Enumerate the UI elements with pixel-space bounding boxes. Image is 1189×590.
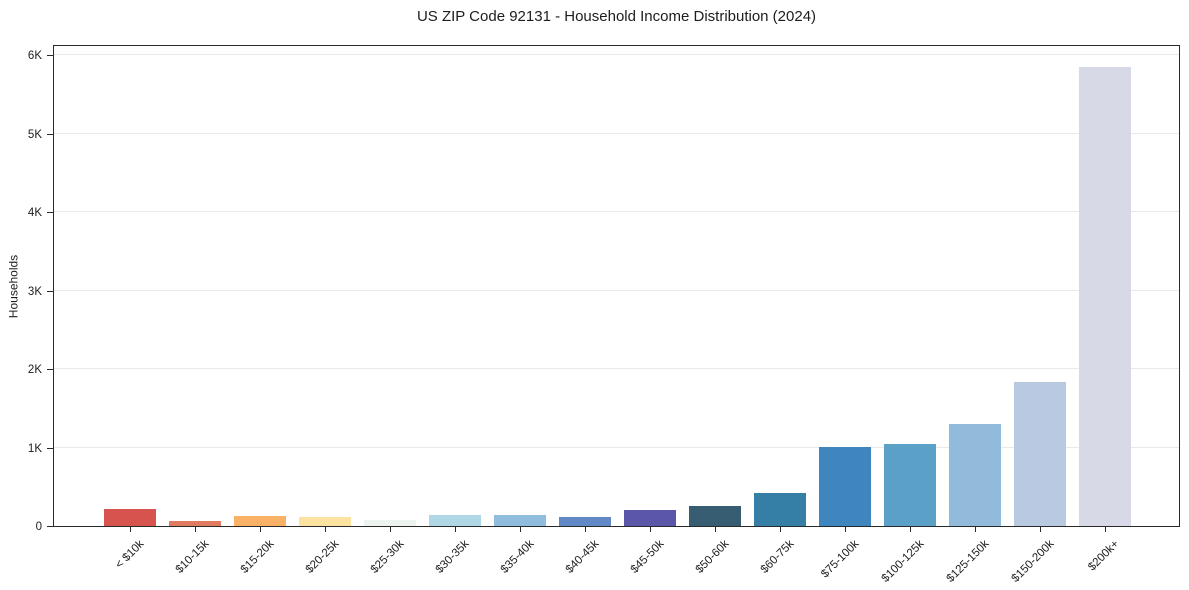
chart-title: US ZIP Code 92131 - Household Income Dis… bbox=[416, 8, 817, 25]
y-tick-mark bbox=[47, 447, 53, 449]
bar-< $10k bbox=[104, 509, 156, 526]
x-tick-mark bbox=[585, 527, 586, 532]
x-tick-mark bbox=[845, 527, 846, 532]
x-tick-mark bbox=[910, 527, 911, 532]
x-tick-mark bbox=[325, 527, 326, 532]
x-tick-mark bbox=[1105, 527, 1106, 532]
x-tick-mark bbox=[130, 527, 131, 532]
bar-$125-150k bbox=[949, 424, 1001, 526]
x-tick-mark bbox=[780, 527, 781, 532]
bar-$40-45k bbox=[559, 517, 611, 526]
x-tick-mark bbox=[390, 527, 391, 532]
gridline-1000 bbox=[54, 446, 1179, 448]
y-tick-label: 4K bbox=[27, 207, 42, 219]
gridline-2000 bbox=[54, 368, 1179, 369]
x-tick-mark bbox=[975, 527, 976, 532]
bar-$15-20k bbox=[234, 516, 286, 526]
x-tick-label: < $10k bbox=[113, 538, 147, 572]
bar-$50-60k bbox=[689, 506, 741, 526]
y-tick-mark bbox=[47, 290, 53, 292]
x-tick-mark bbox=[1040, 527, 1041, 532]
y-tick-mark bbox=[47, 212, 53, 213]
y-tick-label: 0 bbox=[35, 521, 42, 533]
y-tick-mark bbox=[47, 133, 53, 135]
bar-$35-40k bbox=[494, 515, 546, 526]
y-tick-label: 1K bbox=[27, 442, 42, 455]
y-tick-mark bbox=[47, 526, 53, 527]
bar-$100-125k bbox=[884, 444, 936, 526]
gridline-6000 bbox=[54, 54, 1179, 55]
gridline-3000 bbox=[54, 289, 1179, 291]
y-tick-label: 6K bbox=[27, 50, 42, 62]
bar-$200k+ bbox=[1079, 67, 1131, 526]
x-tick-mark bbox=[195, 527, 196, 532]
bar-$75-100k bbox=[819, 447, 871, 526]
plot-area bbox=[53, 45, 1180, 527]
y-tick-mark bbox=[47, 55, 53, 56]
bar-$30-35k bbox=[429, 515, 481, 526]
y-tick-mark bbox=[47, 369, 53, 370]
x-tick-mark bbox=[715, 527, 716, 532]
x-tick-mark bbox=[455, 527, 456, 532]
bar-$10-15k bbox=[169, 521, 221, 526]
bar-$45-50k bbox=[624, 510, 676, 526]
y-tick-label: 2K bbox=[27, 364, 42, 376]
gridline-4000 bbox=[54, 211, 1179, 212]
x-tick-mark bbox=[650, 527, 651, 532]
y-tick-label: 3K bbox=[27, 285, 42, 298]
bar-$60-75k bbox=[754, 493, 806, 526]
gridline-5000 bbox=[54, 132, 1179, 134]
y-tick-label: 5K bbox=[27, 128, 42, 141]
bar-$150-200k bbox=[1014, 382, 1066, 526]
bar-$20-25k bbox=[299, 517, 351, 526]
bar-$25-30k bbox=[364, 520, 416, 526]
x-tick-mark bbox=[520, 527, 521, 532]
x-tick-mark bbox=[260, 527, 261, 532]
